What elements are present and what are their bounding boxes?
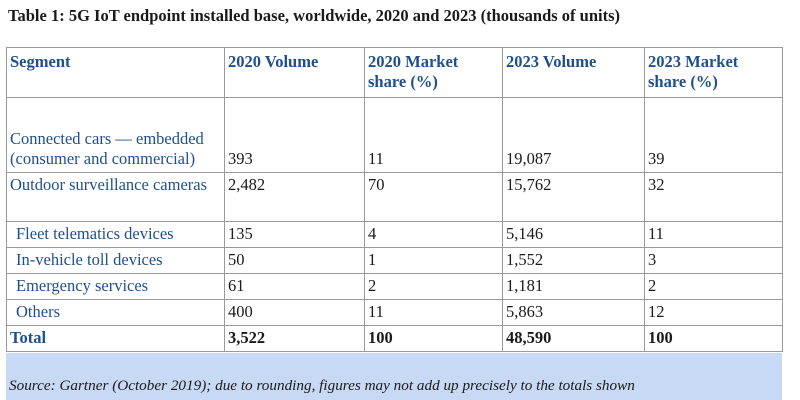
value-cell: 70 (364, 172, 503, 222)
header-row: Segment 2020 Volume 2020 Market share (%… (6, 47, 783, 98)
total-value: 100 (644, 325, 783, 352)
value-cell: 135 (224, 221, 365, 248)
value-cell: 1,181 (502, 273, 645, 300)
value-cell: 12 (644, 299, 783, 326)
segment-cell: Fleet telematics devices (6, 221, 225, 248)
segment-cell: Emergency services (6, 273, 225, 300)
table-row: Fleet telematics devices 135 4 5,146 11 (6, 221, 783, 248)
data-table: Segment 2020 Volume 2020 Market share (%… (6, 47, 783, 352)
value-cell: 19,087 (502, 97, 645, 173)
table-title: Table 1: 5G IoT endpoint installed base,… (8, 6, 621, 25)
table-row: In-vehicle toll devices 50 1 1,552 3 (6, 247, 783, 274)
total-value: 100 (364, 325, 503, 352)
value-cell: 50 (224, 247, 365, 274)
table-row: Outdoor surveillance cameras 2,482 70 15… (6, 172, 783, 222)
segment-cell: Outdoor surveillance cameras (6, 172, 225, 222)
value-cell: 4 (364, 221, 503, 248)
segment-cell: Connected cars — embedded (consumer and … (6, 97, 225, 173)
column-header-2023-share: 2023 Market share (%) (644, 47, 783, 98)
value-cell: 2,482 (224, 172, 365, 222)
value-cell: 5,863 (502, 299, 645, 326)
value-cell: 39 (644, 97, 783, 173)
table-row: Connected cars — embedded (consumer and … (6, 97, 783, 173)
value-cell: 11 (364, 299, 503, 326)
total-value: 48,590 (502, 325, 645, 352)
value-cell: 1 (364, 247, 503, 274)
column-header-2020-share: 2020 Market share (%) (364, 47, 503, 98)
segment-cell: In-vehicle toll devices (6, 247, 225, 274)
value-cell: 32 (644, 172, 783, 222)
value-cell: 15,762 (502, 172, 645, 222)
value-cell: 400 (224, 299, 365, 326)
column-header-2020-volume: 2020 Volume (224, 47, 365, 98)
table-row: Emergency services 61 2 1,181 2 (6, 273, 783, 300)
source-note: Source: Gartner (October 2019); due to r… (6, 353, 782, 400)
value-cell: 11 (644, 221, 783, 248)
value-cell: 5,146 (502, 221, 645, 248)
value-cell: 11 (364, 97, 503, 173)
table-row: Others 400 11 5,863 12 (6, 299, 783, 326)
value-cell: 2 (644, 273, 783, 300)
total-value: 3,522 (224, 325, 365, 352)
column-header-segment: Segment (6, 47, 225, 98)
total-row: Total 3,522 100 48,590 100 (6, 325, 783, 352)
value-cell: 2 (364, 273, 503, 300)
column-header-2023-volume: 2023 Volume (502, 47, 645, 98)
value-cell: 1,552 (502, 247, 645, 274)
value-cell: 61 (224, 273, 365, 300)
segment-cell: Others (6, 299, 225, 326)
value-cell: 3 (644, 247, 783, 274)
value-cell: 393 (224, 97, 365, 173)
total-label: Total (6, 325, 225, 352)
